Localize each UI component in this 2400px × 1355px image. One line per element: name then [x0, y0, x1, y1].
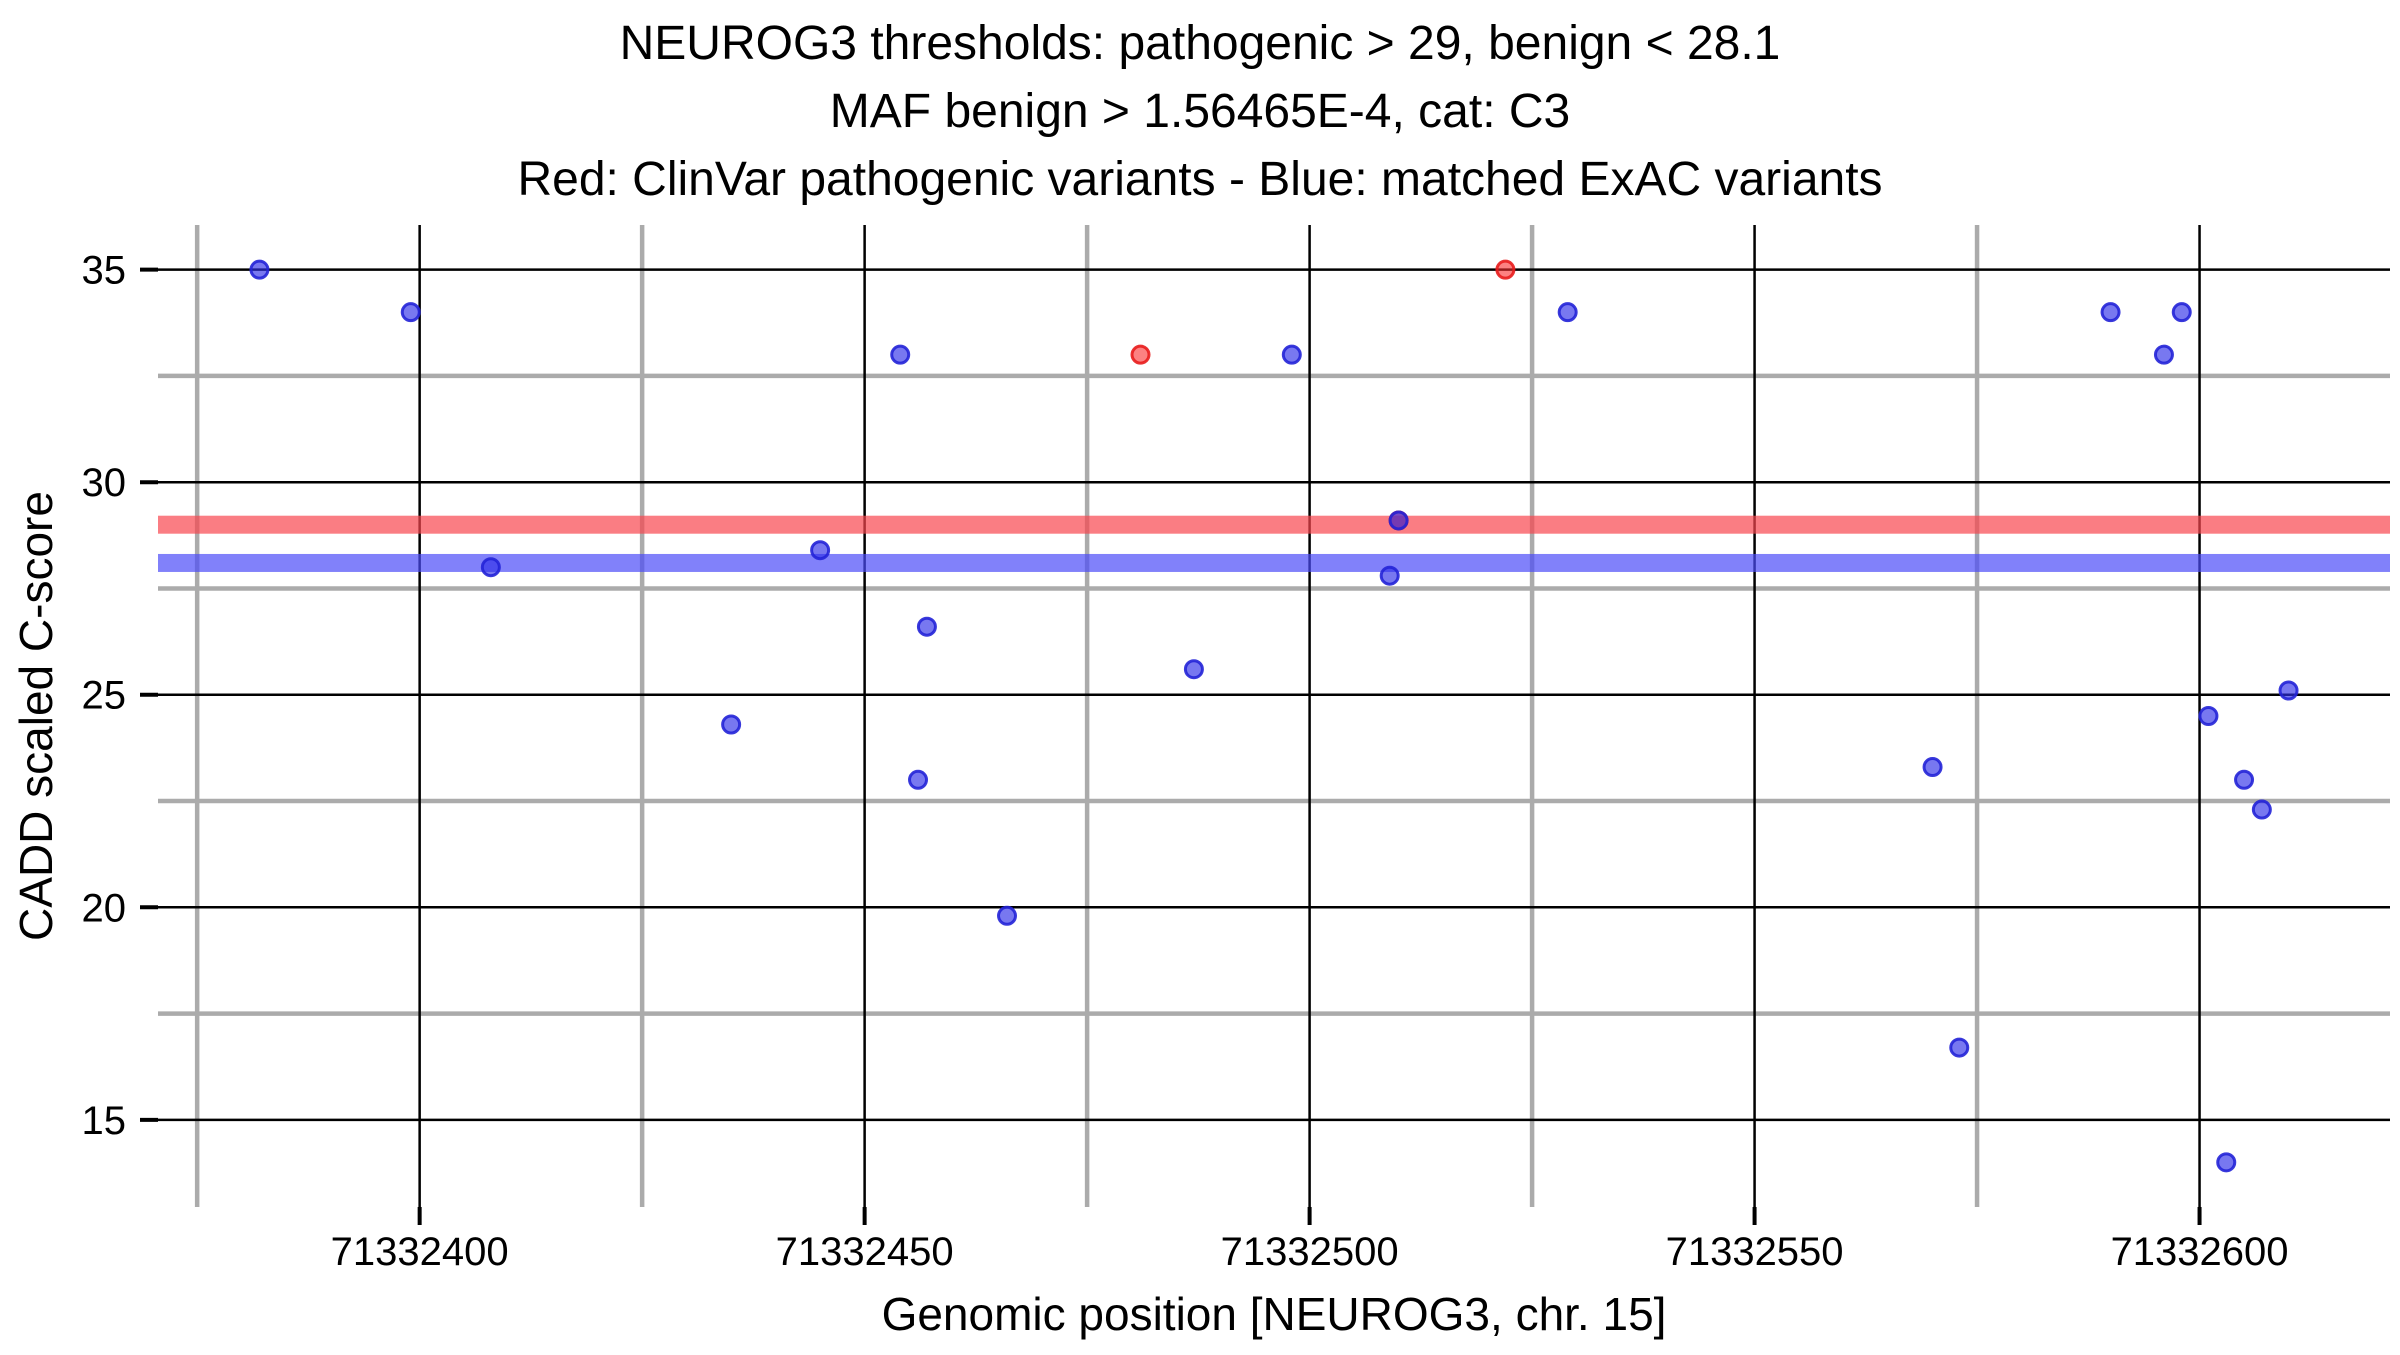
data-point-blue — [2153, 344, 2174, 365]
y-axis-title: CADD scaled C-score — [10, 491, 62, 941]
data-point-blue — [1379, 565, 1400, 586]
axis-tick-marks-layer — [140, 267, 2202, 1225]
data-point-blue — [2171, 302, 2192, 323]
data-point-blue — [890, 344, 911, 365]
x-axis-title: Genomic position [NEUROG3, chr. 15] — [882, 1288, 1667, 1340]
x-tick-label: 71332500 — [1221, 1230, 1399, 1274]
data-point-blue — [1922, 757, 1943, 778]
plot-title-line-3: Red: ClinVar pathogenic variants - Blue:… — [517, 153, 1882, 206]
data-point-blue — [908, 769, 929, 790]
y-tick-label: 20 — [82, 886, 127, 930]
x-tick-label: 71332600 — [2111, 1230, 2289, 1274]
y-tick-label: 30 — [82, 461, 127, 505]
grid-minor-layer — [158, 225, 2390, 1207]
data-point-blue — [1183, 659, 1204, 680]
data-point-blue — [2100, 302, 2121, 323]
data-point-blue — [1557, 302, 1578, 323]
data-point-blue — [2216, 1152, 2237, 1173]
data-points-layer — [249, 259, 2299, 1173]
data-point-blue — [480, 557, 501, 578]
data-point-blue — [997, 905, 1018, 926]
data-point-blue — [721, 714, 742, 735]
x-tick-label: 71332450 — [776, 1230, 954, 1274]
data-point-blue — [1388, 510, 1409, 531]
data-point-blue — [1949, 1037, 1970, 1058]
threshold-band-benign-threshold — [158, 553, 2390, 572]
axis-tick-labels-layer: 71332400 71332450 71332500 71332550 71332600… — [82, 249, 2289, 1274]
plot-title-line-2: MAF benign > 1.56465E-4, cat: C3 — [830, 85, 1570, 138]
data-point-red — [1495, 259, 1516, 280]
data-point-red — [1130, 344, 1151, 365]
data-point-blue — [400, 302, 421, 323]
threshold-band-pathogenic-threshold — [158, 515, 2390, 534]
y-tick-label: 35 — [82, 249, 127, 293]
data-point-blue — [249, 259, 270, 280]
plot-title-line-1: NEUROG3 thresholds: pathogenic > 29, ben… — [620, 17, 1781, 70]
y-tick-label: 25 — [82, 674, 127, 718]
x-tick-label: 71332550 — [1666, 1230, 1844, 1274]
x-tick-label: 71332400 — [331, 1230, 509, 1274]
data-point-blue — [2234, 769, 2255, 790]
grid-major-layer — [158, 225, 2390, 1207]
data-point-blue — [916, 616, 937, 637]
y-tick-label: 15 — [82, 1099, 127, 1143]
data-point-blue — [1281, 344, 1302, 365]
threshold-bands-layer — [158, 515, 2390, 572]
data-point-blue — [2278, 680, 2299, 701]
data-point-blue — [2251, 799, 2272, 820]
data-point-blue — [810, 540, 831, 561]
data-point-blue — [2198, 706, 2219, 726]
